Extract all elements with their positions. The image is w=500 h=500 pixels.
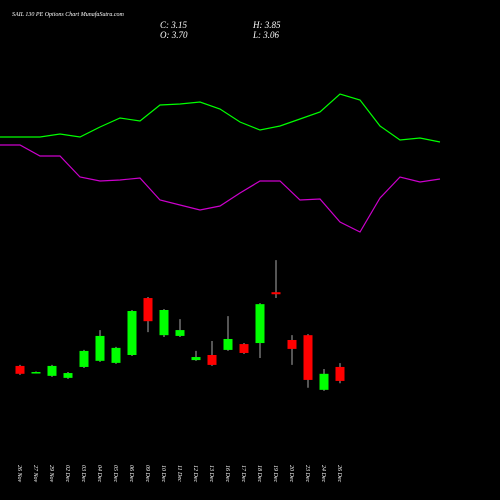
x-tick-label: 26 Nov <box>16 465 22 483</box>
candle-body <box>207 355 217 365</box>
candle-body <box>31 372 41 374</box>
candle-body <box>47 365 57 376</box>
candle-body <box>287 340 297 349</box>
candle-body <box>127 311 137 355</box>
candle-body <box>191 357 201 361</box>
x-tick-label: 23 Dec <box>304 465 310 482</box>
candle-body <box>63 373 73 378</box>
candle-body <box>15 365 25 374</box>
x-tick-label: 06 Dec <box>128 465 134 482</box>
candle-body <box>303 335 313 380</box>
x-tick-label: 11 Dec <box>176 465 182 482</box>
x-tick-label: 17 Dec <box>240 465 246 482</box>
x-tick-label: 27 Nov <box>32 465 38 483</box>
candle-body <box>159 310 169 336</box>
x-tick-label: 26 Dec <box>336 465 342 482</box>
candle-body <box>79 350 89 367</box>
close-label: C: 3.15 <box>160 20 188 30</box>
x-tick-label: 10 Dec <box>160 465 166 482</box>
candle-body <box>95 335 105 361</box>
x-tick-label: 18 Dec <box>256 465 262 482</box>
x-tick-label: 29 Nov <box>48 465 54 483</box>
x-tick-label: 13 Dec <box>208 465 214 482</box>
candle-body <box>223 338 233 350</box>
candle-body <box>319 373 329 390</box>
x-tick-label: 24 Dec <box>320 465 327 482</box>
x-tick-label: 09 Dec <box>144 465 150 482</box>
indicator-line <box>0 144 441 233</box>
x-tick-label: 04 Dec <box>96 465 103 482</box>
candle-body <box>335 366 345 381</box>
candle-body <box>175 330 185 336</box>
x-tick-label: 02 Dec <box>64 465 70 482</box>
candle-body <box>271 292 281 295</box>
candle-body <box>255 304 265 344</box>
x-tick-label: 05 Dec <box>112 465 118 482</box>
x-tick-label: 03 Dec <box>80 465 86 482</box>
indicator-line <box>0 93 441 143</box>
x-tick-label: 20 Dec <box>288 465 294 482</box>
candle-body <box>111 347 121 363</box>
chart-title: SAIL 130 PE Options Chart MunafaSutra.co… <box>12 11 125 18</box>
candle-body <box>143 298 153 322</box>
x-tick-label: 19 Dec <box>272 465 278 482</box>
x-tick-label: 12 Dec <box>192 465 198 482</box>
low-label: L: 3.06 <box>252 30 280 40</box>
candle-body <box>239 344 249 353</box>
open-label: O: 3.70 <box>160 30 188 40</box>
x-tick-label: 16 Dec <box>224 465 230 482</box>
high-label: H: 3.85 <box>252 20 281 30</box>
